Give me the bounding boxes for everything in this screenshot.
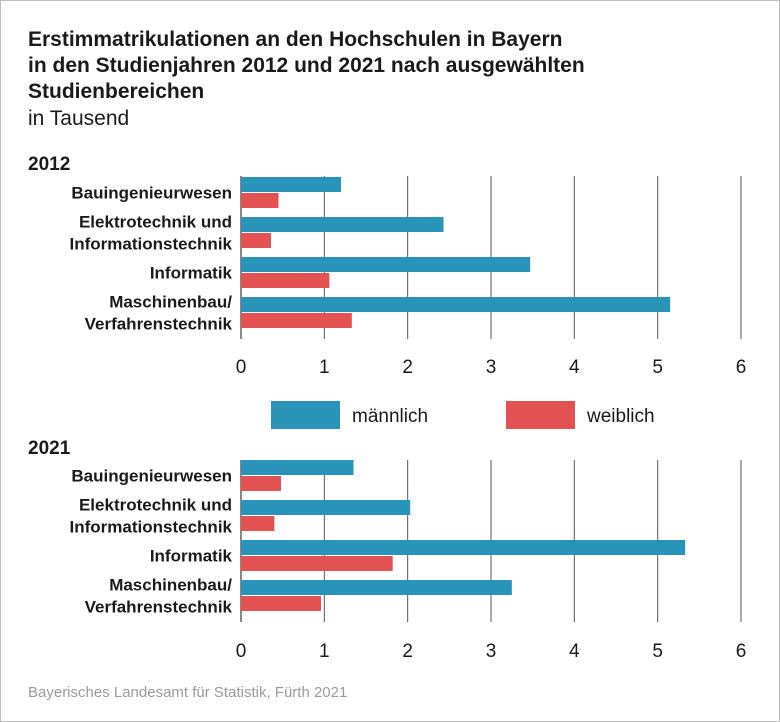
category-label: Informatik <box>150 547 233 566</box>
legend-swatch-maennlich <box>271 401 340 429</box>
category-label: Elektrotechnik und <box>79 213 232 232</box>
bar-maennlich-maschinenbau-verfahrenstechnik <box>241 580 512 595</box>
bar-maennlich-elektrotechnik-und-informationstechnik <box>241 500 411 515</box>
x-tick-label: 4 <box>569 357 580 378</box>
panel-label: 2012 <box>28 154 70 175</box>
category-label: Informationstechnik <box>70 235 233 254</box>
legend-label-weiblich: weiblich <box>586 406 655 427</box>
category-label: Informationstechnik <box>70 518 233 537</box>
bar-maennlich-bauingenieurwesen <box>241 460 354 475</box>
bar-weiblich-bauingenieurwesen <box>241 193 279 208</box>
bar-weiblich-maschinenbau-verfahrenstechnik <box>241 313 352 328</box>
x-tick-label: 2 <box>402 357 413 378</box>
legend-swatch-weiblich <box>506 401 575 429</box>
chart-title: Erstimmatrikulationen an den Hochschulen… <box>28 28 585 103</box>
legend: männlich weiblich <box>271 401 655 429</box>
chart-subtitle: in Tausend <box>28 107 129 130</box>
bar-weiblich-elektrotechnik-und-informationstechnik <box>241 233 271 248</box>
x-tick-label: 2 <box>402 641 413 662</box>
bar-weiblich-informatik <box>241 273 330 288</box>
bar-maennlich-informatik <box>241 540 686 555</box>
panel-label: 2021 <box>28 438 71 459</box>
category-label: Informatik <box>150 264 233 283</box>
title-line-2: in den Studienjahren 2012 und 2021 nach … <box>28 54 585 77</box>
x-tick-label: 1 <box>319 641 330 662</box>
category-label: Verfahrenstechnik <box>85 598 233 617</box>
legend-label-maennlich: männlich <box>352 406 428 427</box>
bar-maennlich-elektrotechnik-und-informationstechnik <box>241 217 444 232</box>
category-label: Verfahrenstechnik <box>85 315 233 334</box>
source-note: Bayerisches Landesamt für Statistik, Für… <box>28 684 347 701</box>
category-label: Bauingenieurwesen <box>71 467 232 486</box>
x-tick-label: 3 <box>486 641 497 662</box>
x-tick-label: 6 <box>736 357 747 378</box>
bar-weiblich-elektrotechnik-und-informationstechnik <box>241 516 275 531</box>
category-label: Maschinenbau/ <box>109 293 232 312</box>
x-tick-label: 6 <box>736 641 747 662</box>
x-tick-label: 5 <box>652 641 663 662</box>
panel-2021: 2021 0 1 2 3 4 5 6 Bauingenieurwesen Elektrotechn… <box>28 438 746 662</box>
category-label: Elektrotechnik und <box>79 496 232 515</box>
x-tick-label: 5 <box>652 357 663 378</box>
x-tick-label: 0 <box>236 357 247 378</box>
x-tick-label: 3 <box>486 357 497 378</box>
bar-maennlich-maschinenbau-verfahrenstechnik <box>241 297 671 312</box>
bar-weiblich-bauingenieurwesen <box>241 476 281 491</box>
x-tick-label: 1 <box>319 357 330 378</box>
x-tick-label: 4 <box>569 641 580 662</box>
bar-weiblich-maschinenbau-verfahrenstechnik <box>241 596 321 611</box>
category-label: Bauingenieurwesen <box>71 184 232 203</box>
bar-weiblich-informatik <box>241 556 393 571</box>
bar-maennlich-bauingenieurwesen <box>241 177 341 192</box>
x-tick-label: 0 <box>236 641 247 662</box>
title-line-1: Erstimmatrikulationen an den Hochschulen… <box>28 28 562 51</box>
title-line-3: Studienbereichen <box>28 80 204 103</box>
category-label: Maschinenbau/ <box>109 576 232 595</box>
bar-maennlich-informatik <box>241 257 531 272</box>
